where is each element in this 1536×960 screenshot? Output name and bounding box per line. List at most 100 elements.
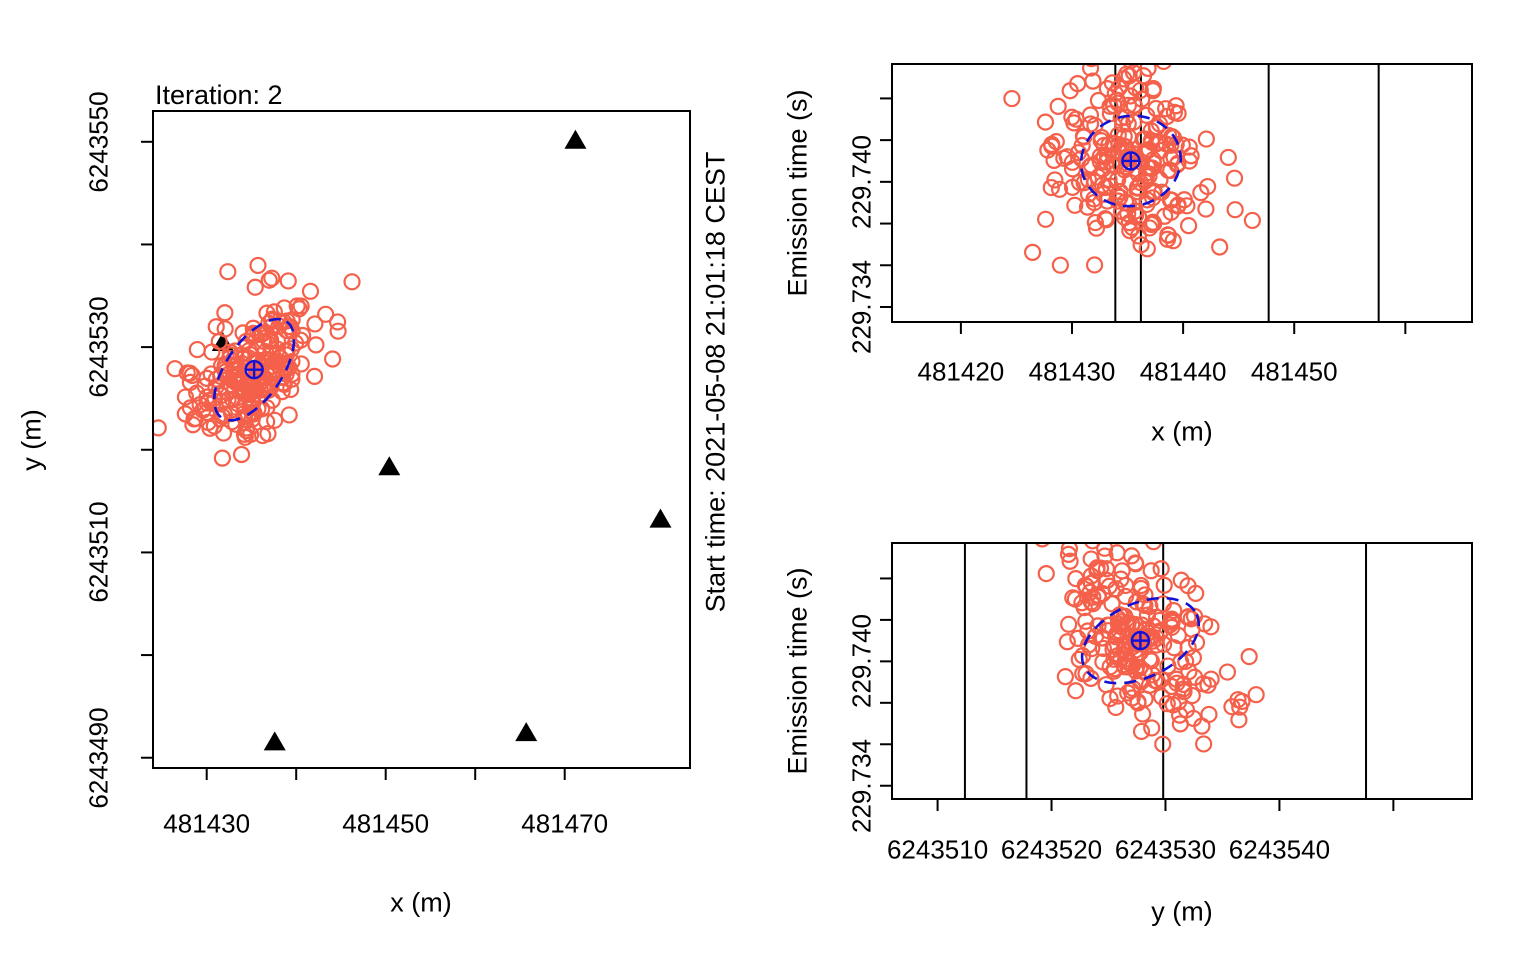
- particle-point: [1107, 698, 1125, 717]
- receiver-triangle: [649, 508, 672, 528]
- particle-point: [1081, 64, 1100, 77]
- particle-point: [1143, 522, 1158, 537]
- particle-point: [1081, 583, 1099, 601]
- particle-point: [1096, 210, 1114, 228]
- particle-point: [1144, 543, 1162, 551]
- particle-point: [1132, 576, 1150, 595]
- particle-point: [1101, 34, 1116, 49]
- particle-point: [1143, 719, 1161, 737]
- particle-point: [1096, 178, 1114, 197]
- particle-point: [306, 315, 324, 333]
- particle-point: [191, 396, 209, 414]
- particle-point: [1200, 705, 1218, 724]
- particle-point: [207, 378, 225, 396]
- particle-point: [1177, 701, 1196, 719]
- particle-point: [1037, 564, 1055, 583]
- particle-point: [1233, 692, 1251, 711]
- particle-point: [1112, 109, 1130, 127]
- particle-point: [1167, 97, 1185, 115]
- yt-plot-box: [891, 542, 1473, 800]
- particle-point: [1060, 543, 1079, 558]
- particle-point: [1179, 639, 1197, 657]
- xt-y-tick-label: 229.734: [846, 259, 877, 354]
- particle-point: [307, 336, 325, 354]
- particle-point: [1051, 256, 1069, 274]
- xt-y-axis-title: Emission time (s): [782, 89, 813, 297]
- particle-point: [204, 394, 222, 413]
- particle-point: [280, 406, 298, 424]
- particle-point: [1046, 171, 1064, 189]
- particle-point: [1219, 148, 1237, 167]
- particle-point: [246, 278, 264, 296]
- particle-point: [1088, 559, 1106, 577]
- particle-point: [263, 269, 281, 287]
- particle-point: [1097, 676, 1115, 694]
- particle-point: [1137, 621, 1155, 639]
- particle-point: [1067, 682, 1085, 700]
- particle-point: [1110, 135, 1128, 154]
- particle-point: [1199, 177, 1217, 196]
- y-vs-time-panel: [880, 522, 1473, 811]
- particle-point: [1034, 543, 1050, 548]
- particle-point: [1095, 148, 1113, 166]
- particle-point: [1056, 668, 1074, 686]
- particle-point: [301, 282, 320, 300]
- particle-point: [1118, 158, 1136, 176]
- xt-x-tick-label: 481450: [1250, 356, 1338, 387]
- particle-point: [1159, 226, 1177, 244]
- particle-point: [1148, 608, 1166, 626]
- particle-point: [1063, 153, 1081, 171]
- particle-point: [181, 373, 199, 392]
- particle-point: [1223, 698, 1241, 716]
- particle-point: [1154, 595, 1172, 613]
- particle-point: [1152, 560, 1170, 578]
- particle-point: [1197, 130, 1215, 148]
- main-y-tick-label: 6243510: [83, 501, 114, 604]
- start-time-annotation: Start time: 2021-05-08 21:01:18 CEST: [700, 151, 731, 613]
- particle-point: [1109, 126, 1127, 144]
- particle-point: [1121, 222, 1139, 240]
- particle-point: [1150, 115, 1169, 133]
- particle-point: [1230, 711, 1248, 729]
- particle-point: [1061, 552, 1079, 570]
- particle-point: [292, 355, 310, 373]
- particle-point: [317, 305, 335, 323]
- particle-point: [1144, 82, 1162, 100]
- xt-y-tick-label: 229.740: [846, 134, 877, 229]
- yt-x-axis-title: y (m): [1151, 896, 1213, 927]
- particle-point: [1179, 608, 1197, 627]
- particle-point: [323, 350, 342, 368]
- particle-point: [1167, 670, 1186, 688]
- particle-point: [1211, 238, 1229, 256]
- yt-x-tick-label: 6243530: [1114, 834, 1217, 865]
- particle-point: [1037, 210, 1055, 228]
- particle-point: [1175, 683, 1193, 701]
- particle-point: [1069, 629, 1087, 647]
- particle-point: [258, 328, 276, 346]
- particle-point: [1132, 722, 1151, 741]
- main-xy-panel: [141, 110, 691, 780]
- particle-point: [1125, 96, 1144, 115]
- particle-point: [1240, 648, 1258, 666]
- particle-point: [1142, 42, 1157, 57]
- xt-x-tick-label: 481440: [1139, 356, 1227, 387]
- particle-point: [343, 273, 361, 291]
- particle-point: [1098, 192, 1116, 210]
- particle-point: [235, 425, 254, 443]
- particle-point: [205, 417, 223, 435]
- particle-point: [1049, 97, 1067, 115]
- particle-point: [1134, 705, 1152, 723]
- particle-point: [1144, 189, 1162, 207]
- particle-point: [1120, 195, 1138, 213]
- particle-point: [1199, 676, 1217, 694]
- xt-x-tick-label: 481420: [917, 356, 1005, 387]
- particle-point: [244, 393, 262, 411]
- particle-point: [329, 322, 347, 340]
- particle-point: [260, 352, 278, 370]
- particle-point: [1070, 173, 1089, 192]
- particle-point: [1165, 103, 1184, 121]
- particle-point: [1218, 663, 1237, 681]
- particle-point: [1178, 197, 1196, 215]
- particle-point: [1070, 650, 1088, 669]
